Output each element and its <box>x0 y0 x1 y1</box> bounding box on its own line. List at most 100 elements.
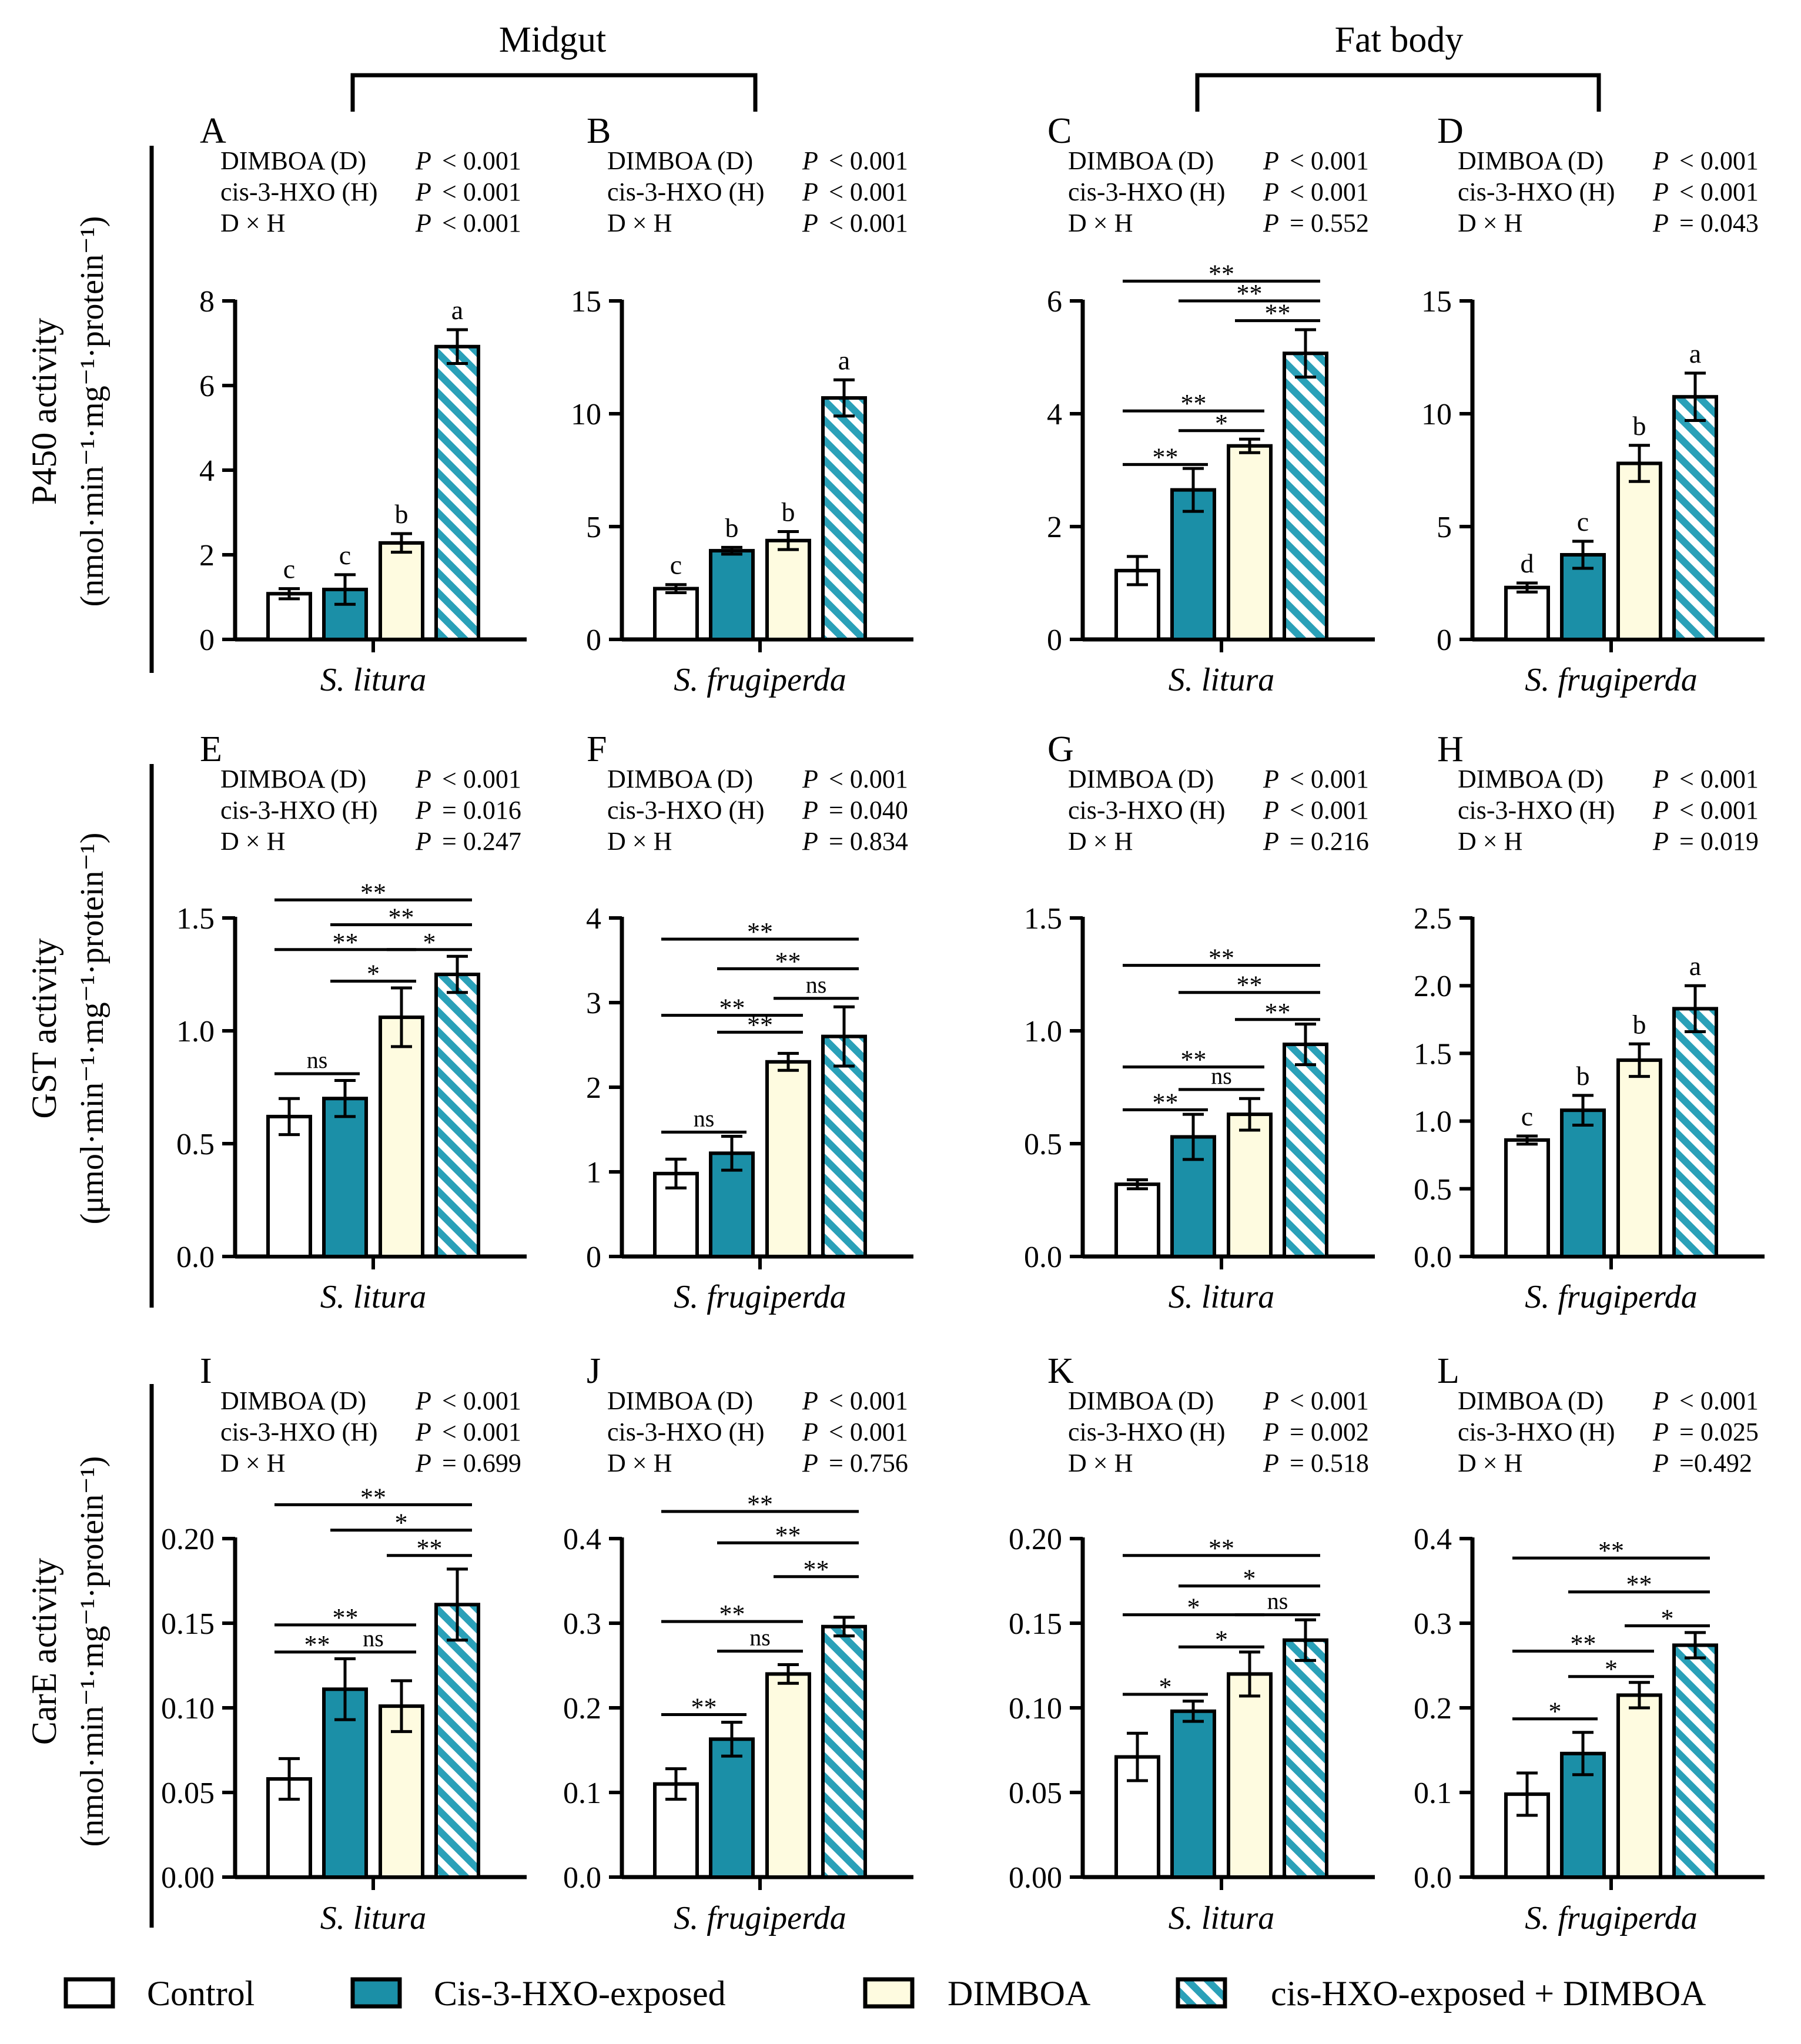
comparison-label-g-2: ** <box>1181 1045 1207 1074</box>
row-units-care: (nmol·min⁻¹·mg⁻¹·protein⁻¹) <box>74 1456 111 1847</box>
legend-label-combo: cis-HXO-exposed + DIMBOA <box>1271 1974 1706 2013</box>
y-tick-label-c-1: 2 <box>1047 511 1062 544</box>
stat-p-c-0: P <box>1263 146 1279 175</box>
stat-value-l-2: =0.492 <box>1679 1449 1752 1477</box>
bar-g-2 <box>1227 1113 1273 1258</box>
comparison-label-c-3: ** <box>1265 299 1291 328</box>
bar-h-0 <box>1504 1138 1550 1258</box>
bar-f-2 <box>765 1060 811 1259</box>
y-tick-label-g-1: 0.5 <box>1024 1128 1062 1161</box>
y-tick-label-j-2: 0.2 <box>563 1692 601 1725</box>
stat-factor-j-0: DIMBOA (D) <box>607 1386 753 1415</box>
stat-p-e-1: P <box>415 796 431 825</box>
comparison-label-j-2: ** <box>719 1600 745 1629</box>
comparison-label-g-4: ** <box>1237 971 1263 1000</box>
stat-p-i-1: P <box>415 1418 431 1446</box>
stat-value-c-0: < 0.001 <box>1290 146 1369 175</box>
y-tick-label-k-3: 0.15 <box>1009 1607 1062 1641</box>
y-tick-label-l-3: 0.3 <box>1414 1607 1452 1641</box>
comparison-label-g-5: ** <box>1209 944 1234 973</box>
bar-e-1 <box>322 1097 368 1258</box>
stat-p-l-1: P <box>1652 1418 1669 1446</box>
bar-j-3 <box>821 1624 867 1879</box>
legend-item-combo: cis-HXO-exposed + DIMBOA <box>1176 1974 1706 2013</box>
stat-p-f-2: P <box>802 827 818 856</box>
comparison-label-l-1: * <box>1605 1655 1618 1684</box>
stat-factor-i-2: D × H <box>220 1449 285 1477</box>
y-tick-label-i-3: 0.15 <box>161 1607 215 1641</box>
sig-letter-h-2: b <box>1633 1009 1646 1039</box>
sig-letter-b-2: b <box>782 497 795 527</box>
y-tick-label-l-1: 0.1 <box>1414 1777 1452 1810</box>
y-tick-label-g-0: 0.0 <box>1024 1241 1062 1274</box>
sig-letter-d-0: d <box>1521 548 1534 578</box>
y-tick-label-k-4: 0.20 <box>1009 1523 1062 1556</box>
stat-value-c-2: = 0.552 <box>1290 209 1369 237</box>
stat-value-h-2: = 0.019 <box>1679 827 1759 856</box>
panel-i: I DIMBOA (D) P < 0.001 cis-3-HXO (H) P < 0.001… <box>161 1351 527 1936</box>
y-tick-label-f-3: 3 <box>586 987 601 1020</box>
stat-value-d-2: = 0.043 <box>1679 209 1759 237</box>
bar-d-2 <box>1616 461 1662 641</box>
y-tick-label-c-3: 6 <box>1047 285 1062 319</box>
bar-j-1 <box>709 1737 755 1879</box>
stat-value-i-0: < 0.001 <box>442 1386 521 1415</box>
stat-p-d-2: P <box>1652 209 1669 237</box>
stat-p-b-0: P <box>802 146 818 175</box>
sig-letter-d-2: b <box>1633 411 1646 441</box>
bar-g-3 <box>1283 1043 1328 1259</box>
y-tick-label-i-0: 0.00 <box>161 1861 215 1895</box>
legend-swatch-dimboa <box>863 1977 915 2009</box>
stat-factor-l-2: D × H <box>1458 1449 1522 1477</box>
bar-k-2 <box>1227 1672 1273 1879</box>
sig-letter-b-0: c <box>670 550 682 580</box>
stat-factor-c-1: cis-3-HXO (H) <box>1068 177 1226 206</box>
stat-p-c-1: P <box>1263 177 1279 206</box>
sig-letter-d-3: a <box>1689 339 1701 368</box>
panel-letter-d: D <box>1437 111 1464 151</box>
panel-letter-g: G <box>1047 729 1074 769</box>
comparison-label-i-0: ** <box>304 1630 330 1659</box>
bar-h-3 <box>1672 1007 1718 1259</box>
stat-factor-b-0: DIMBOA (D) <box>607 146 753 175</box>
stat-factor-d-0: DIMBOA (D) <box>1458 146 1604 175</box>
bar-h-2 <box>1616 1058 1662 1259</box>
stat-value-k-1: = 0.002 <box>1290 1418 1369 1446</box>
y-tick-label-h-2: 1.0 <box>1414 1105 1452 1139</box>
section-bracket-fatbody <box>1195 73 1601 112</box>
stat-value-d-0: < 0.001 <box>1679 146 1759 175</box>
comparison-label-k-4: * <box>1243 1564 1256 1593</box>
bar-e-3 <box>434 973 480 1258</box>
bar-c-1 <box>1170 488 1216 641</box>
y-tick-label-k-1: 0.05 <box>1009 1777 1062 1810</box>
x-axis-label-b: S. frugiperda <box>674 662 846 698</box>
comparison-label-f-3: ns <box>806 971 827 998</box>
y-tick-label-e-0: 0.0 <box>176 1241 215 1274</box>
y-tick-label-i-4: 0.20 <box>161 1523 215 1556</box>
stat-value-j-2: = 0.756 <box>829 1449 908 1477</box>
legend-label-control: Control <box>147 1974 255 2013</box>
stat-factor-b-1: cis-3-HXO (H) <box>607 177 765 206</box>
comparison-label-l-5: ** <box>1598 1536 1624 1565</box>
stat-factor-h-1: cis-3-HXO (H) <box>1458 796 1615 825</box>
bar-k-3 <box>1283 1638 1328 1879</box>
stat-p-b-1: P <box>802 177 818 206</box>
comparison-label-i-1: ns <box>363 1625 384 1651</box>
stat-p-j-1: P <box>802 1418 818 1446</box>
stat-p-e-2: P <box>415 827 431 856</box>
stat-factor-g-2: D × H <box>1068 827 1133 856</box>
comparison-label-f-4: ** <box>775 947 801 976</box>
y-tick-label-a-4: 8 <box>199 285 215 319</box>
bar-l-2 <box>1616 1693 1662 1879</box>
stat-factor-l-0: DIMBOA (D) <box>1458 1386 1604 1415</box>
bar-k-1 <box>1170 1709 1216 1879</box>
legend-label-hxo: Cis-3-HXO-exposed <box>434 1974 726 2013</box>
bar-a-2 <box>379 541 424 642</box>
y-tick-label-b-1: 5 <box>586 511 601 544</box>
panel-letter-j: J <box>587 1351 601 1391</box>
stat-p-i-0: P <box>415 1386 431 1415</box>
stat-factor-b-2: D × H <box>607 209 672 237</box>
